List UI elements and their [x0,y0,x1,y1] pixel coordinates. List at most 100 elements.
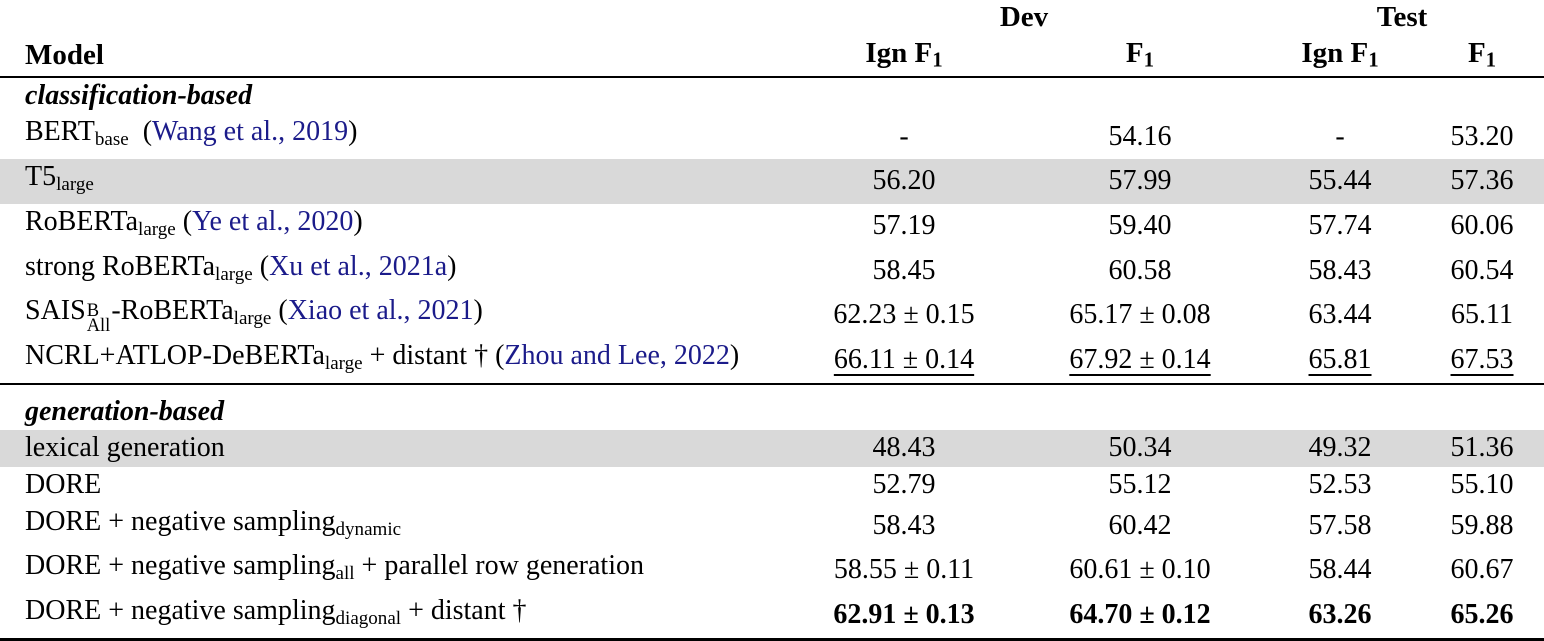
metric-value: 63.44 [1308,299,1372,331]
metric-value: 60.42 [1108,509,1172,541]
table-body: classification-based BERTbase (Wang et al… [0,77,1544,640]
model-name: RoBERTalarge (Ye et al., 2020) [0,204,788,249]
metric-value: 48.43 [872,432,936,464]
metric-value: 66.11 ± 0.14 [833,344,975,376]
text-segment: ) [447,250,457,282]
metric-value: - [899,120,909,152]
table-header: Dev Test Model Ign F1 F1 Ign F1 F1 [0,1,1544,77]
group-header-row: Dev Test [0,1,1544,34]
subscript-label: All [86,314,111,335]
metric-value: 58.43 [872,509,936,541]
table-row: lexical generation 48.43 50.34 49.32 51.36 [0,430,1544,468]
metric-value: 65.26 [1450,599,1514,631]
text-segment: BERT [25,116,95,148]
metric-value: 57.74 [1308,210,1372,242]
metric-value: 63.26 [1308,599,1372,631]
metric-label: F [1125,37,1144,70]
text-segment: + distant † [401,595,527,627]
dev-group-header: Dev [999,1,1049,33]
test-group-header: Test [1376,1,1428,33]
text-segment: ) [348,116,358,148]
metric-value: 51.36 [1450,432,1514,464]
section-label: classification-based [25,79,253,111]
metric-value: 56.20 [872,165,936,197]
metric-value: 52.79 [872,469,936,501]
metric-subscript: 1 [1368,47,1379,72]
metric-value: 49.32 [1308,432,1372,464]
text-segment: strong RoBERTa [25,250,216,282]
stacked-script: B All [86,299,112,335]
citation-link[interactable]: Xu et al., 2021a [269,250,448,282]
column-header-row: Model Ign F1 F1 Ign F1 F1 [0,34,1544,77]
table-row: RoBERTalarge (Ye et al., 2020) 57.19 59.40… [0,204,1544,249]
subscript-label: large [233,308,272,330]
text-segment: ( [128,116,153,148]
metric-label: Ign F [865,37,933,70]
table-row: DORE + negative samplingdiagonal + dista… [0,593,1544,639]
metric-value: 65.11 [1451,299,1513,331]
metric-column-header: F1 [1420,34,1544,77]
metric-value: - [1335,120,1345,152]
model-name: SAIS B All -RoBERTalarge (Xiao et al., 2021… [0,293,788,338]
text-segment: ( [252,250,270,282]
subscript-label: large [324,353,363,375]
text-segment: DORE + negative sampling [25,505,336,537]
metric-value: 60.54 [1450,254,1514,286]
metric-value: 58.45 [872,254,936,286]
table-row: BERTbase (Wang et al., 2019) - 54.16 - 53.20 [0,114,1544,159]
metric-value: 52.53 [1308,469,1372,501]
metric-value: 60.06 [1450,210,1514,242]
text-segment: RoBERTa [25,205,139,237]
metric-value: 55.10 [1450,469,1514,501]
metric-value: 50.34 [1108,432,1172,464]
section-label: generation-based [25,395,225,427]
metric-value: 58.43 [1308,254,1372,286]
subscript-label: diagonal [335,608,402,630]
metric-label: Ign F [1301,37,1369,70]
text-segment: SAIS [25,295,86,327]
model-name: DORE [0,467,788,504]
metric-value: 57.36 [1450,165,1514,197]
metric-column-header: F1 [1020,34,1260,77]
metric-value: 62.91 ± 0.13 [833,599,975,631]
model-name: lexical generation [0,430,788,467]
model-name: NCRL+ATLOP-DeBERTalarge + distant † (Zho… [0,338,788,384]
subscript-label: large [138,219,176,241]
table-row: DORE + negative samplingdynamic 58.43 60.4… [0,504,1544,549]
section-row: generation-based [0,383,1544,431]
text-segment: -RoBERTa [111,295,234,327]
metric-value: 57.58 [1308,509,1372,541]
table-row: strong RoBERTalarge (Xu et al., 2021a) 58… [0,249,1544,294]
subscript-label: all [335,563,355,585]
metric-value: 55.12 [1108,469,1172,501]
citation-link[interactable]: Xiao et al., 2021 [287,295,474,327]
text-segment: ( [175,205,193,237]
metric-value: 64.70 ± 0.12 [1069,599,1211,631]
metric-value: 59.88 [1450,509,1514,541]
superscript-label: B [86,299,100,320]
metric-column-header: Ign F1 [788,34,1020,77]
text-segment: ) [473,295,483,327]
citation-link[interactable]: Zhou and Lee, 2022 [504,340,730,372]
table-row: DORE 52.79 55.12 52.53 55.10 [0,467,1544,504]
metric-subscript: 1 [1143,47,1155,72]
text-segment: DORE + negative sampling [25,550,336,582]
metric-value: 67.92 ± 0.14 [1069,344,1211,376]
text-segment: ( [271,295,288,327]
metric-value: 59.40 [1108,210,1172,242]
metric-value: 62.23 ± 0.15 [833,299,975,331]
metric-column-header: Ign F1 [1260,34,1420,77]
subscript-label: large [56,174,94,196]
metric-subscript: 1 [932,47,943,72]
citation-link[interactable]: Ye et al., 2020 [192,205,354,237]
text-segment: NCRL+ATLOP-DeBERTa [25,340,325,372]
text-segment: T5 [25,161,57,193]
metric-value: 65.81 [1308,344,1372,376]
text-segment: ) [729,340,740,372]
metric-label: F [1467,37,1486,70]
citation-link[interactable]: Wang et al., 2019 [152,116,349,148]
metric-value: 65.17 ± 0.08 [1069,299,1211,331]
text-segment: ) [353,205,363,237]
model-name: strong RoBERTalarge (Xu et al., 2021a) [0,249,788,294]
model-name: BERTbase (Wang et al., 2019) [0,114,788,159]
